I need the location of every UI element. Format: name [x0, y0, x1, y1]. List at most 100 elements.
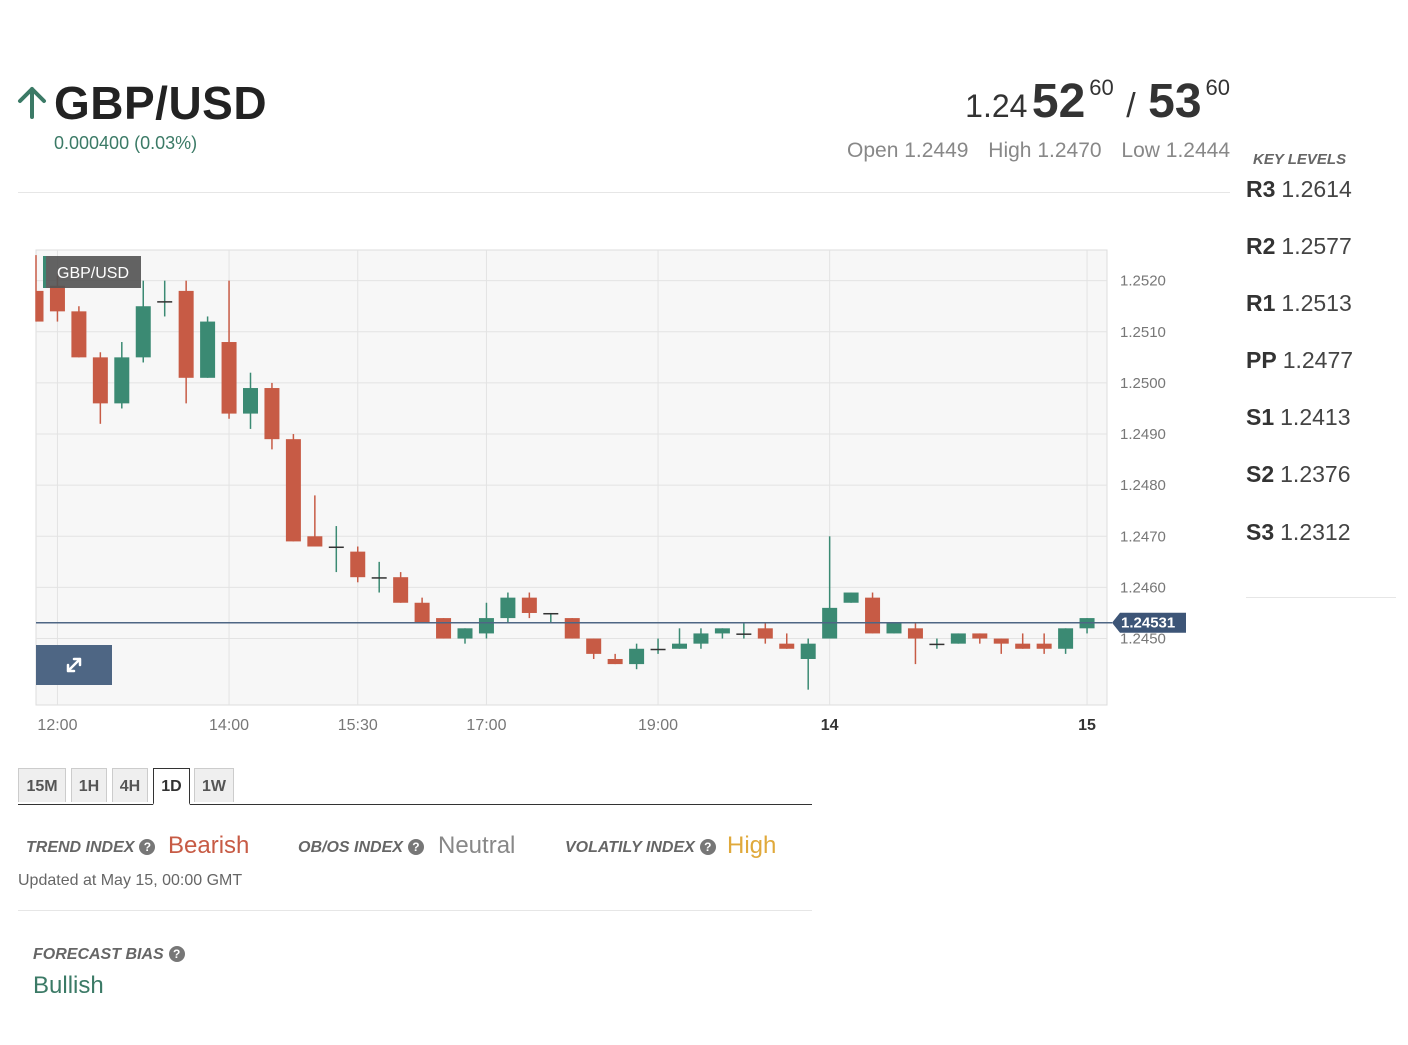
candle-body — [1058, 628, 1074, 649]
candle-body — [865, 597, 881, 634]
key-level-value: 1.2376 — [1280, 461, 1351, 487]
last-price-tag — [1112, 612, 1186, 633]
y-tick-label: 1.2450 — [1120, 631, 1166, 648]
bid-pip: 60 — [1089, 75, 1114, 100]
question-icon[interactable]: ? — [139, 839, 156, 855]
candle-body — [92, 357, 108, 404]
y-tick-label: 1.2490 — [1120, 426, 1166, 443]
ask-big: 53 — [1148, 75, 1202, 128]
candle — [35, 255, 44, 322]
candle — [1058, 628, 1074, 654]
candle-body — [307, 536, 323, 547]
candle — [264, 382, 280, 450]
candle-body — [157, 301, 173, 303]
candle — [114, 342, 130, 409]
key-level-s3: S3 1.2312 — [1246, 519, 1351, 546]
index-divider — [18, 910, 812, 911]
tab-1h[interactable]: 1H — [71, 768, 107, 802]
candle — [736, 623, 752, 639]
key-level-s2: S2 1.2376 — [1246, 461, 1351, 488]
ohl-stats: Open 1.2449 High 1.2470 Low 1.2444 — [833, 139, 1230, 163]
key-level-value: 1.2513 — [1281, 290, 1352, 316]
x-tick-label: 14 — [821, 717, 839, 734]
candle — [564, 618, 580, 639]
candle — [307, 495, 323, 547]
trend-index-value: Bearish — [168, 832, 250, 859]
candle-body — [221, 342, 237, 414]
bid-big: 52 — [1031, 75, 1086, 128]
low-value: Low 1.2444 — [1121, 139, 1230, 162]
candle — [757, 623, 773, 644]
candle — [71, 306, 87, 358]
candle-body — [714, 628, 730, 634]
question-icon[interactable]: ? — [168, 946, 185, 962]
question-icon[interactable]: ? — [699, 839, 716, 855]
overlay-layer: 1.24531 GBP/USD — [36, 256, 1186, 633]
key-level-value: 1.2614 — [1281, 176, 1352, 202]
candle — [157, 280, 173, 317]
candle — [500, 592, 516, 624]
candle-body — [543, 612, 559, 615]
candle-body — [371, 577, 387, 579]
candle — [243, 372, 258, 429]
candle-body — [135, 306, 151, 358]
candle-layer — [35, 255, 1095, 690]
candle-body — [607, 658, 623, 665]
high-value: High 1.2470 — [988, 139, 1102, 162]
candle — [543, 612, 559, 624]
candle-body — [36, 290, 44, 322]
candle — [650, 638, 666, 654]
x-tick-label: 17:00 — [466, 717, 506, 734]
candle-body — [414, 602, 430, 624]
tab-15m[interactable]: 15M — [18, 768, 66, 802]
x-tick-label: 19:00 — [638, 717, 678, 734]
tab-1d[interactable]: 1D — [153, 768, 190, 805]
obos-index-value: Neutral — [438, 832, 516, 859]
axis-layer: 1.2520 1.2510 1.2500 1.2490 1.2480 1.2470 1.24… — [37, 273, 1165, 734]
x-tick-label: 15 — [1078, 717, 1096, 734]
candle-body — [500, 597, 516, 619]
candle — [200, 316, 216, 378]
forecast-bias-value: Bullish — [33, 972, 104, 999]
candle — [586, 638, 602, 659]
question-icon[interactable]: ? — [407, 839, 424, 855]
bid-ask-quote: 1.24 52 60 / 53 60 — [965, 74, 1230, 129]
y-tick-label: 1.2500 — [1120, 375, 1166, 392]
candle — [950, 633, 966, 644]
volatility-index-label: VOLATILY INDEX? — [565, 839, 716, 857]
candle — [436, 618, 452, 639]
key-level-label: R2 — [1246, 233, 1276, 259]
candle — [457, 628, 473, 644]
candle — [993, 638, 1009, 654]
key-level-label: PP — [1246, 347, 1277, 373]
candle-body — [49, 285, 65, 312]
obos-index-label: OB/OS INDEX? — [298, 839, 424, 857]
y-tick-label: 1.2510 — [1120, 324, 1166, 341]
expand-chart-button[interactable] — [36, 645, 112, 685]
candle-body — [264, 388, 280, 440]
candle — [929, 638, 945, 649]
forecast-bias-label: FORECAST BIAS? — [33, 946, 185, 964]
tab-1w[interactable]: 1W — [194, 768, 234, 802]
candle-body — [285, 439, 301, 542]
key-level-value: 1.2413 — [1280, 404, 1351, 430]
updated-timestamp: Updated at May 15, 00:00 GMT — [18, 872, 243, 889]
key-levels-divider — [1246, 597, 1396, 598]
ask-pip: 60 — [1205, 75, 1230, 100]
candle-body — [800, 643, 816, 659]
open-value: Open 1.2449 — [847, 139, 969, 162]
tab-4h[interactable]: 4H — [112, 768, 148, 802]
candle-body — [779, 643, 795, 649]
key-level-r1: R1 1.2513 — [1246, 290, 1352, 317]
candle-body — [629, 648, 645, 665]
candle — [92, 352, 108, 424]
x-tick-label: 15:30 — [338, 717, 378, 734]
expand-icon — [66, 657, 82, 673]
candle-body — [736, 633, 752, 635]
candle — [371, 561, 387, 593]
candle-body — [200, 321, 216, 378]
candle — [1036, 633, 1052, 654]
key-level-value: 1.2312 — [1280, 519, 1351, 545]
candle-body — [478, 618, 494, 634]
